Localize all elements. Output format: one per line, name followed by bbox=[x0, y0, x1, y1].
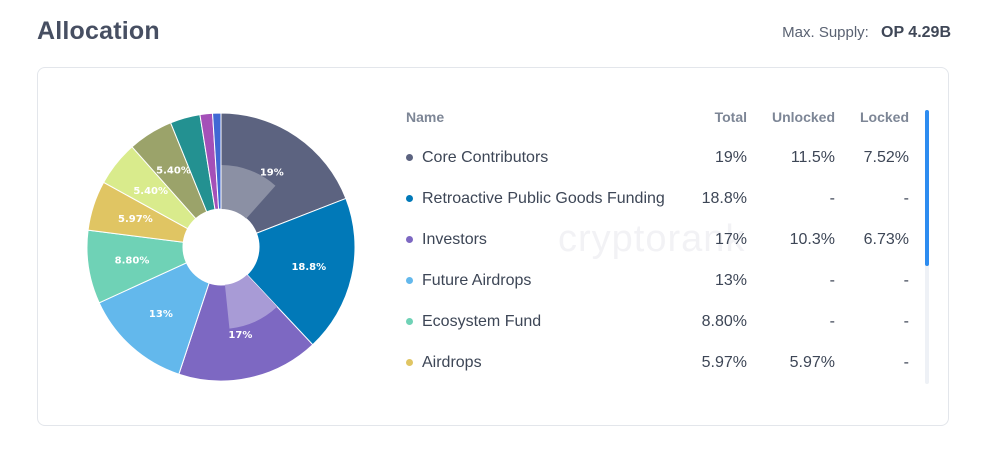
legend-dot-icon bbox=[406, 236, 413, 243]
row-unlocked: 5.97% bbox=[789, 353, 835, 371]
legend-dot-icon bbox=[406, 195, 413, 202]
row-total: 13% bbox=[714, 271, 747, 289]
column-header-name[interactable]: Name bbox=[406, 109, 445, 125]
table-scrollbar[interactable] bbox=[925, 110, 929, 384]
column-header-locked[interactable]: Locked bbox=[859, 109, 909, 125]
legend-dot-icon bbox=[406, 277, 413, 284]
column-header-unlocked[interactable]: Unlocked bbox=[771, 109, 835, 125]
table-row[interactable]: Core Contributors 19% 11.5% 7.52% bbox=[406, 137, 928, 178]
slice-data-label: 18.8% bbox=[291, 262, 326, 273]
donut-slice[interactable] bbox=[178, 273, 314, 382]
table-row[interactable]: Investors 17% 10.3% 6.73% bbox=[406, 219, 928, 260]
table-row[interactable]: Retroactive Public Goods Funding 18.8% -… bbox=[406, 178, 928, 219]
table-row[interactable]: Future Airdrops 13% - - bbox=[406, 260, 928, 301]
donut-slice[interactable] bbox=[212, 112, 222, 210]
slice-data-label: 19% bbox=[260, 168, 284, 179]
row-locked: 7.52% bbox=[863, 148, 909, 166]
row-name: Investors bbox=[422, 230, 487, 248]
row-locked: - bbox=[903, 189, 909, 207]
table-scrollbar-thumb[interactable] bbox=[925, 110, 929, 266]
row-name: Core Contributors bbox=[422, 148, 549, 166]
legend-dot-icon bbox=[406, 359, 413, 366]
row-total: 5.97% bbox=[701, 353, 747, 371]
row-unlocked: - bbox=[829, 271, 835, 289]
row-total: 17% bbox=[714, 230, 747, 248]
allocation-card: 19% 18.8% 17% 13% 8.80% 5.97% 5.40% 5.40% crypt… bbox=[37, 67, 949, 426]
legend-dot-icon bbox=[406, 318, 413, 325]
column-header-total[interactable]: Total bbox=[714, 109, 747, 125]
allocation-table: Name Total Unlocked Locked Core Contribu… bbox=[406, 105, 928, 383]
row-unlocked: - bbox=[829, 312, 835, 330]
page-title: Allocation bbox=[37, 17, 160, 45]
row-locked: - bbox=[903, 312, 909, 330]
table-header: Name Total Unlocked Locked bbox=[406, 105, 928, 129]
donut-slice[interactable] bbox=[246, 197, 356, 346]
legend-dot-icon bbox=[406, 154, 413, 161]
donut-slice-unlocked-portion[interactable] bbox=[224, 274, 278, 329]
row-name: Future Airdrops bbox=[422, 271, 532, 289]
table-body: Core Contributors 19% 11.5% 7.52% Retroa… bbox=[406, 137, 928, 383]
row-total: 18.8% bbox=[701, 189, 747, 207]
slice-data-label: 17% bbox=[228, 330, 252, 341]
row-unlocked: 11.5% bbox=[790, 148, 835, 166]
row-locked: - bbox=[903, 353, 909, 371]
row-name: Ecosystem Fund bbox=[422, 312, 542, 330]
max-supply-label: Max. Supply: bbox=[782, 24, 869, 41]
table-row[interactable]: Ecosystem Fund 8.80% - - bbox=[406, 301, 928, 342]
slice-data-label: 5.40% bbox=[133, 186, 168, 197]
row-locked: 6.73% bbox=[863, 230, 909, 248]
slice-data-label: 8.80% bbox=[115, 256, 150, 267]
slice-data-label: 13% bbox=[149, 309, 173, 320]
max-supply: Max. Supply: OP 4.29B bbox=[782, 24, 951, 42]
row-unlocked: 10.3% bbox=[789, 230, 835, 248]
row-total: 8.80% bbox=[701, 312, 747, 330]
max-supply-value: OP 4.29B bbox=[881, 24, 951, 41]
slice-data-label: 5.97% bbox=[118, 214, 153, 225]
allocation-donut-chart: 19% 18.8% 17% 13% 8.80% 5.97% 5.40% 5.40% bbox=[86, 112, 356, 382]
row-name: Airdrops bbox=[422, 353, 482, 371]
donut-slice-unlocked-portion[interactable] bbox=[221, 165, 276, 219]
row-total: 19% bbox=[714, 148, 747, 166]
slice-data-label: 5.40% bbox=[156, 166, 191, 177]
row-unlocked: - bbox=[829, 189, 835, 207]
row-name: Retroactive Public Goods Funding bbox=[422, 189, 665, 207]
row-locked: - bbox=[903, 271, 909, 289]
table-row[interactable]: Airdrops 5.97% 5.97% - bbox=[406, 342, 928, 383]
